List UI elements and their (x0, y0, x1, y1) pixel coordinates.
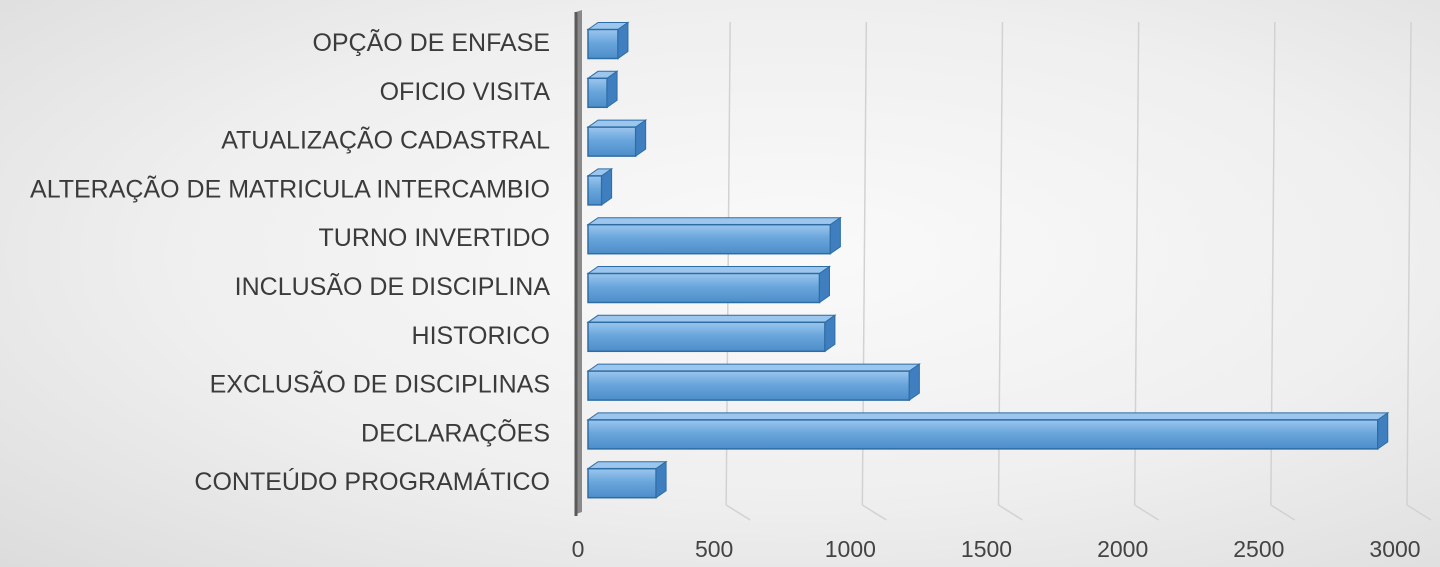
bar-top-face (586, 412, 1390, 421)
x-tick-label: 1000 (825, 536, 876, 562)
gridline-floor (1406, 504, 1432, 521)
x-tick-label: 2000 (1097, 536, 1148, 562)
bar (586, 21, 630, 60)
category-label: OPÇÃO DE ENFASE (312, 28, 550, 57)
bar-side-face (601, 167, 613, 206)
bar (586, 265, 832, 304)
x-tick-label: 500 (695, 536, 733, 562)
bar-side-face (824, 314, 836, 353)
category-label: OFICIO VISITA (380, 78, 551, 106)
bar-top-face (586, 363, 921, 372)
category-labels: OPÇÃO DE ENFASE OFICIO VISITA ATUALIZAÇÃO … (30, 28, 550, 496)
y-axis (574, 10, 582, 516)
bar-front-face (587, 419, 1379, 450)
gridline-floor (1134, 504, 1160, 521)
bar-front-face (587, 223, 832, 255)
category-label: HISTORICO (412, 322, 550, 350)
x-tick-labels: 0 500 1000 1500 2000 2500 3000 (572, 536, 1421, 562)
x-tick-label: 2500 (1233, 536, 1284, 562)
category-label: DECLARAÇÕES (361, 418, 550, 447)
bar-side-face (1377, 411, 1389, 450)
bar-front-face (587, 77, 608, 109)
bar (586, 411, 1390, 450)
bar-front-face (587, 370, 911, 401)
bar (586, 167, 614, 206)
bar-front-face (587, 28, 619, 60)
category-label: ALTERAÇÃO DE MATRICULA INTERCAMBIO (30, 174, 550, 203)
gridline (1406, 21, 1412, 506)
x-tick-label: 1500 (961, 536, 1012, 562)
bar (586, 216, 842, 255)
bar-front-face (587, 272, 821, 304)
gridline-floor (998, 504, 1023, 521)
bar-side-face (818, 265, 830, 304)
bar (586, 363, 921, 402)
bar-side-face (655, 460, 667, 499)
bar-front-face (587, 321, 826, 353)
bar (586, 314, 837, 353)
bars (586, 21, 1390, 499)
bar-top-face (586, 461, 668, 470)
x-tick-label: 0 (572, 536, 585, 562)
bar (586, 460, 668, 499)
bar-top-face (586, 314, 837, 323)
bar-top-face (586, 217, 842, 226)
bar (586, 70, 619, 109)
category-label: TURNO INVERTIDO (319, 224, 551, 252)
category-label: CONTEÚDO PROGRAMÁTICO (194, 467, 550, 496)
category-label: EXCLUSÃO DE DISCIPLINAS (210, 370, 550, 399)
category-label: INCLUSÃO DE DISCIPLINA (235, 272, 551, 301)
bar-top-face (586, 266, 832, 274)
category-label: ATUALIZAÇÃO CADASTRAL (221, 126, 550, 155)
bar-front-face (587, 467, 657, 499)
bar-side-face (606, 70, 618, 109)
gridline-floor (1270, 504, 1296, 521)
gridline-floor (861, 504, 887, 521)
bar-side-face (635, 119, 647, 158)
gridline-floor (725, 504, 751, 521)
bar-front-face (587, 175, 603, 206)
bar-side-face (829, 216, 841, 255)
bar-front-face (587, 126, 637, 157)
bar (586, 119, 648, 158)
x-tick-label: 3000 (1369, 536, 1420, 562)
bar-side-face (908, 363, 920, 402)
bar-side-face (617, 21, 629, 60)
